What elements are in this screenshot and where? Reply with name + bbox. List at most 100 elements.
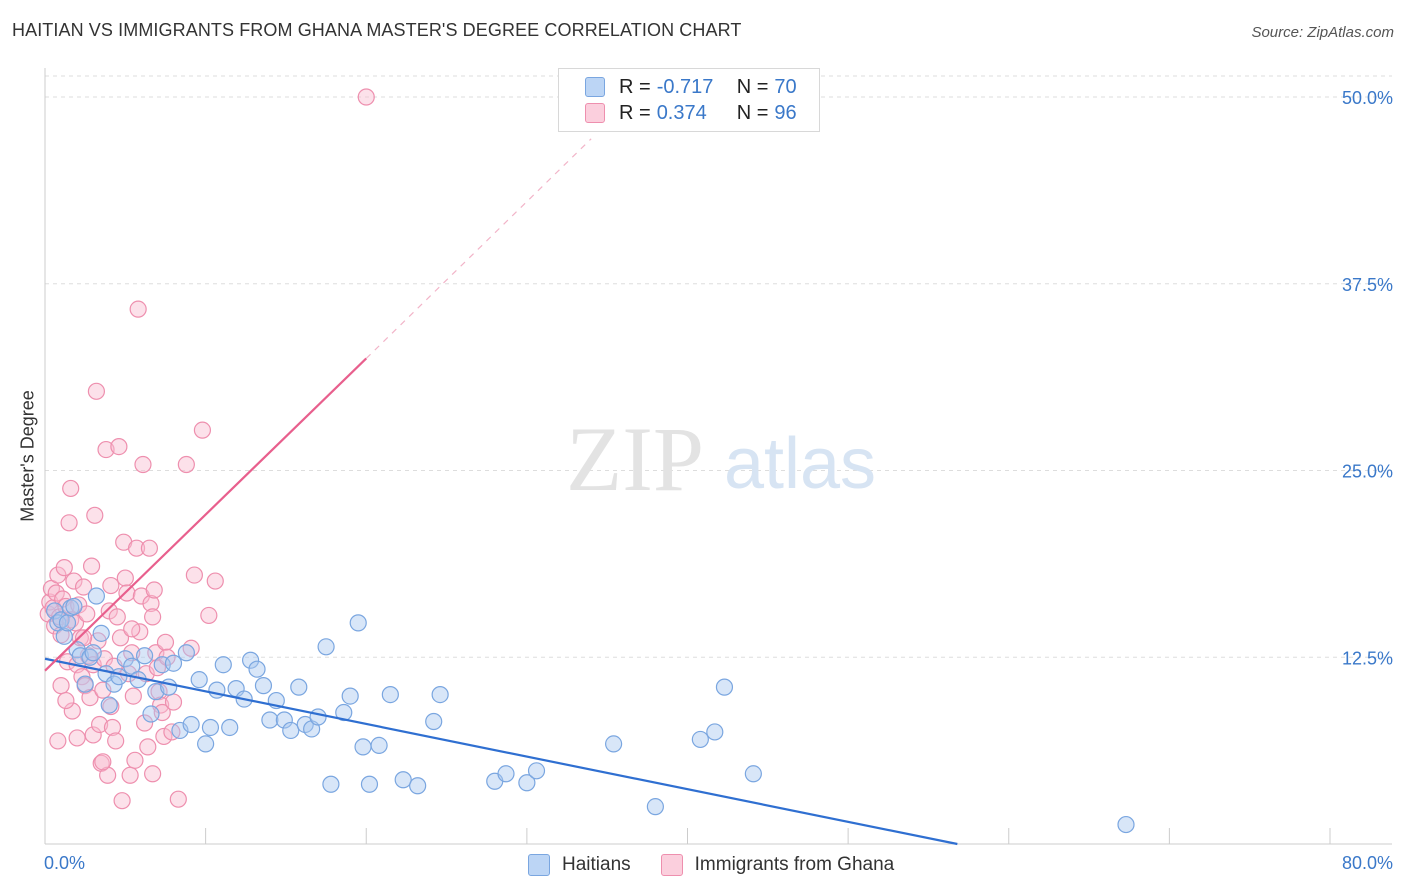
y-tick-label: 25.0% [1342,462,1393,482]
haitian-point [275,711,293,729]
haitian-point [135,647,154,665]
ghana-point [49,732,67,750]
haitians-swatch [585,77,605,97]
haitian-point [100,696,118,714]
haitian-point [65,597,83,616]
ghana-point [185,566,203,584]
ghana-point [206,572,224,590]
ghana-point [82,557,101,575]
correlation-legend: R = -0.717 N = 70 R = 0.374 N = 96 [558,68,820,132]
legend-row-haitians: R = -0.717 N = 70 [585,75,797,99]
legend-item-haitians[interactable]: Haitians [528,854,631,876]
ghana-point [107,732,125,750]
ghana-point [139,738,157,756]
haitian-point [381,685,399,704]
r-label: R = [619,101,651,124]
haitian-point [55,627,73,645]
ghana-point [62,479,80,498]
haitian-point [190,671,208,689]
ghana-point [102,576,120,595]
gridlines [45,75,1392,658]
haitian-point [322,775,340,793]
y-axis-label: Master's Degree [17,390,38,522]
series-legend: Haitians Immigrants from Ghana [528,852,924,878]
y-tick-label: 37.5% [1342,275,1393,295]
haitian-point [715,678,734,696]
tick-labels: 12.5% 25.0% 37.5% 50.0% 0.0% 80.0% [44,88,1393,873]
ghana-point [63,702,81,720]
legend-label-ghana: Immigrants from Ghana [694,854,895,875]
ghana-point [87,382,106,400]
watermark-zip: ZIP [566,408,704,510]
ghana-point [57,691,75,710]
ghana-point [113,792,131,810]
ghana-point [123,644,141,662]
y-tick-label: 50.0% [1342,88,1393,108]
ghana-point [52,677,70,695]
haitian-point [84,644,102,662]
ghana-point [78,605,96,623]
ghana-trendline-extension [365,138,592,359]
ghana-swatch [585,103,605,123]
legend-item-ghana[interactable]: Immigrants from Ghana [660,854,895,876]
haitian-point [1117,815,1135,834]
ghana-point [124,687,142,705]
watermark-atlas: atlas [724,424,876,504]
ghana-point [111,629,130,647]
ghana-point [155,727,173,746]
haitian-point [518,774,536,792]
ghana-point [94,753,112,771]
ghana-point [134,455,152,474]
ghana-trendline [44,357,368,672]
haitian-point [349,614,367,632]
ghana-point [108,608,126,626]
haitian-point [248,660,266,678]
ghana-point [74,578,93,596]
ghana-point [116,569,134,587]
haitian-point [214,656,232,674]
ghana-points [39,88,375,810]
ghana-point [200,606,218,625]
ghana-point [60,514,78,532]
ghana-point [91,715,109,734]
watermark: ZIP atlas [566,408,876,510]
haitian-trendline [44,657,958,846]
r-value: 0.374 [656,101,707,124]
n-value: 70 [774,75,797,98]
ghana-point [110,437,128,456]
source-label: Source: ZipAtlas.com [1251,24,1394,41]
ghana-point [68,729,86,747]
haitian-point [646,798,664,816]
ghana-point [169,790,187,808]
haitian-points [46,587,1135,834]
ghana-point [103,718,122,737]
haitian-point [605,735,623,753]
n-value: 96 [774,101,797,124]
haitian-point [309,708,327,726]
haitian-point [201,718,220,737]
haitian-point [341,687,359,705]
ghana-point [84,726,102,744]
ghana-point [135,714,154,732]
ghana-point [193,421,212,439]
ghana-point [144,765,162,783]
haitian-point [110,668,128,686]
haitian-point [254,677,273,695]
haitian-point [197,735,215,753]
ghana-point [140,539,159,557]
ghana-point [144,608,162,626]
x-tick-label: 80.0% [1342,853,1393,873]
legend-row-ghana: R = 0.374 N = 96 [585,101,797,125]
haitian-point [409,777,427,795]
haitian-point [147,683,165,701]
ghana-point [145,581,163,599]
ghana-point [129,300,147,318]
haitian-point [261,711,279,729]
axes [44,68,1392,845]
haitian-point [497,765,515,783]
ghana-point [164,693,183,711]
ghana-point [62,611,80,629]
haitian-point [242,651,260,669]
haitian-point [290,678,308,696]
